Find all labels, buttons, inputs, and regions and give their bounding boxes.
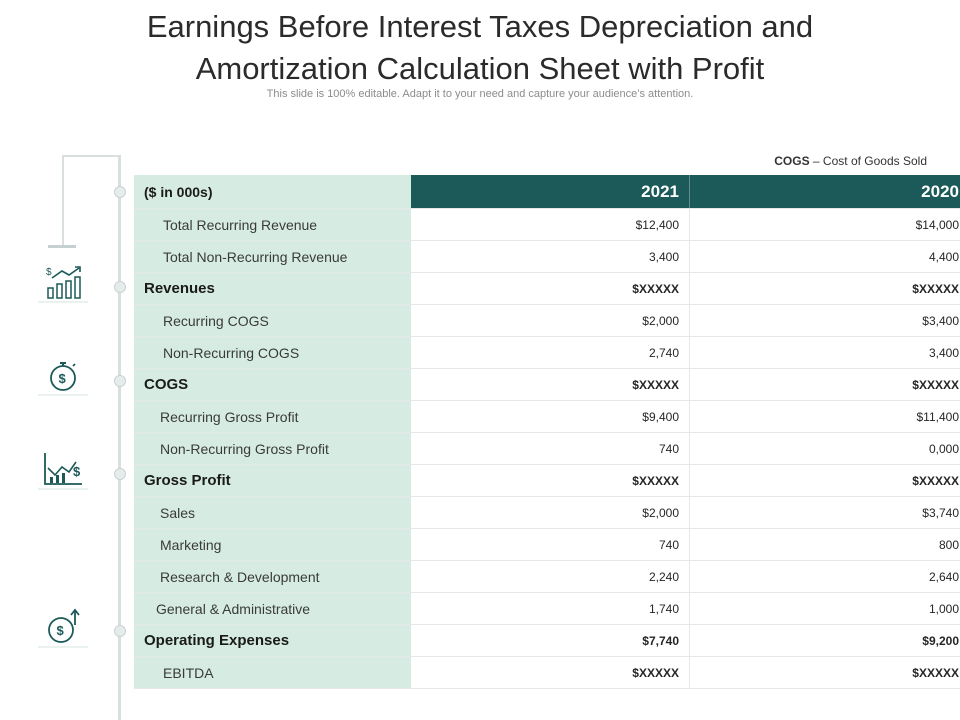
table-row: Research & Development 2,240 2,640 bbox=[134, 560, 960, 593]
value-2020: $9,200 bbox=[689, 624, 960, 657]
value-2021: $2,000 bbox=[411, 304, 690, 337]
value-2021: 740 bbox=[411, 528, 690, 561]
row-label: Revenues bbox=[134, 272, 411, 305]
row-label: Gross Profit bbox=[134, 464, 411, 497]
title-line-2: Amortization Calculation Sheet with Prof… bbox=[195, 51, 765, 86]
column-header-2021: 2021 bbox=[411, 175, 690, 209]
table-row: EBITDA $XXXXX $XXXXX bbox=[134, 656, 960, 689]
row-label: Total Non-Recurring Revenue bbox=[134, 240, 411, 273]
timeline-dot bbox=[114, 625, 126, 637]
cogs-note: COGS – Cost of Goods Sold bbox=[774, 154, 927, 168]
column-header-2020: 2020 bbox=[689, 175, 960, 209]
value-2021: $12,400 bbox=[411, 208, 690, 241]
table-row: Marketing 740 800 bbox=[134, 528, 960, 561]
table-row: General & Administrative 1,740 1,000 bbox=[134, 592, 960, 625]
value-2021: $9,400 bbox=[411, 400, 690, 433]
row-label: EBITDA bbox=[134, 656, 411, 689]
table-row: Total Non-Recurring Revenue 3,400 4,400 bbox=[134, 240, 960, 273]
page-title: Earnings Before Interest Taxes Depreciat… bbox=[40, 6, 920, 90]
table-row: Non-Recurring Gross Profit 740 0,000 bbox=[134, 432, 960, 465]
value-2021: $XXXXX bbox=[411, 656, 690, 689]
value-2020: $XXXXX bbox=[689, 464, 960, 497]
value-2021: $7,740 bbox=[411, 624, 690, 657]
value-2020: $14,000 bbox=[689, 208, 960, 241]
value-2020: 3,400 bbox=[689, 336, 960, 369]
table-row: Operating Expenses $7,740 $9,200 bbox=[134, 624, 960, 657]
value-2021: 2,240 bbox=[411, 560, 690, 593]
row-label: Sales bbox=[134, 496, 411, 529]
value-2021: $2,000 bbox=[411, 496, 690, 529]
stopwatch-dollar-icon: $ bbox=[36, 355, 90, 399]
row-label: Non-Recurring Gross Profit bbox=[134, 432, 411, 465]
table-row: Gross Profit $XXXXX $XXXXX bbox=[134, 464, 960, 497]
timeline-dot bbox=[114, 186, 126, 198]
value-2020: $XXXXX bbox=[689, 656, 960, 689]
svg-text:$: $ bbox=[57, 623, 65, 638]
row-label: Recurring Gross Profit bbox=[134, 400, 411, 433]
timeline-connector-horizontal bbox=[62, 155, 120, 157]
timeline-connector-vertical bbox=[62, 155, 64, 247]
row-label: Total Recurring Revenue bbox=[134, 208, 411, 241]
cogs-abbr: COGS bbox=[774, 154, 810, 168]
svg-text:$: $ bbox=[46, 267, 52, 278]
value-2020: $3,400 bbox=[689, 304, 960, 337]
row-label: Operating Expenses bbox=[134, 624, 411, 657]
value-2021: $XXXXX bbox=[411, 272, 690, 305]
value-2021: 740 bbox=[411, 432, 690, 465]
table-row: Recurring Gross Profit $9,400 $11,400 bbox=[134, 400, 960, 433]
value-2021: $XXXXX bbox=[411, 464, 690, 497]
growth-chart-dollar-icon: $ bbox=[36, 448, 90, 492]
table-header-row: ($ in 000s) 2021 2020 bbox=[134, 175, 960, 209]
row-label: Recurring COGS bbox=[134, 304, 411, 337]
table-row: Revenues $XXXXX $XXXXX bbox=[134, 272, 960, 305]
revenue-chart-icon: $ bbox=[36, 262, 90, 306]
value-2021: $XXXXX bbox=[411, 368, 690, 401]
value-2021: 1,740 bbox=[411, 592, 690, 625]
value-2020: $3,740 bbox=[689, 496, 960, 529]
value-2020: 2,640 bbox=[689, 560, 960, 593]
value-2020: $11,400 bbox=[689, 400, 960, 433]
value-2020: 0,000 bbox=[689, 432, 960, 465]
table-row: Recurring COGS $2,000 $3,400 bbox=[134, 304, 960, 337]
row-label: Non-Recurring COGS bbox=[134, 336, 411, 369]
value-2020: 4,400 bbox=[689, 240, 960, 273]
timeline-dot bbox=[114, 468, 126, 480]
ebitda-table: ($ in 000s) 2021 2020 Total Recurring Re… bbox=[134, 175, 960, 689]
value-2020: 800 bbox=[689, 528, 960, 561]
timeline-connector-cap bbox=[48, 245, 76, 248]
value-2020: $XXXXX bbox=[689, 272, 960, 305]
table-row: Total Recurring Revenue $12,400 $14,000 bbox=[134, 208, 960, 241]
svg-text:$: $ bbox=[59, 371, 67, 386]
value-2021: 3,400 bbox=[411, 240, 690, 273]
dollar-up-arrow-icon: $ bbox=[36, 607, 90, 651]
value-2020: 1,000 bbox=[689, 592, 960, 625]
row-label: COGS bbox=[134, 368, 411, 401]
table-row: COGS $XXXXX $XXXXX bbox=[134, 368, 960, 401]
subtitle: This slide is 100% editable. Adapt it to… bbox=[266, 88, 694, 100]
timeline-dot bbox=[114, 281, 126, 293]
row-label: General & Administrative bbox=[134, 592, 411, 625]
timeline-line bbox=[118, 155, 121, 720]
table-row: Sales $2,000 $3,740 bbox=[134, 496, 960, 529]
unit-label: ($ in 000s) bbox=[134, 175, 411, 209]
table-row: Non-Recurring COGS 2,740 3,400 bbox=[134, 336, 960, 369]
title-line-1: Earnings Before Interest Taxes Depreciat… bbox=[146, 9, 814, 44]
timeline-dot bbox=[114, 375, 126, 387]
row-label: Research & Development bbox=[134, 560, 411, 593]
value-2021: 2,740 bbox=[411, 336, 690, 369]
row-label: Marketing bbox=[134, 528, 411, 561]
value-2020: $XXXXX bbox=[689, 368, 960, 401]
cogs-definition: – Cost of Goods Sold bbox=[809, 154, 927, 168]
svg-text:$: $ bbox=[73, 464, 81, 479]
